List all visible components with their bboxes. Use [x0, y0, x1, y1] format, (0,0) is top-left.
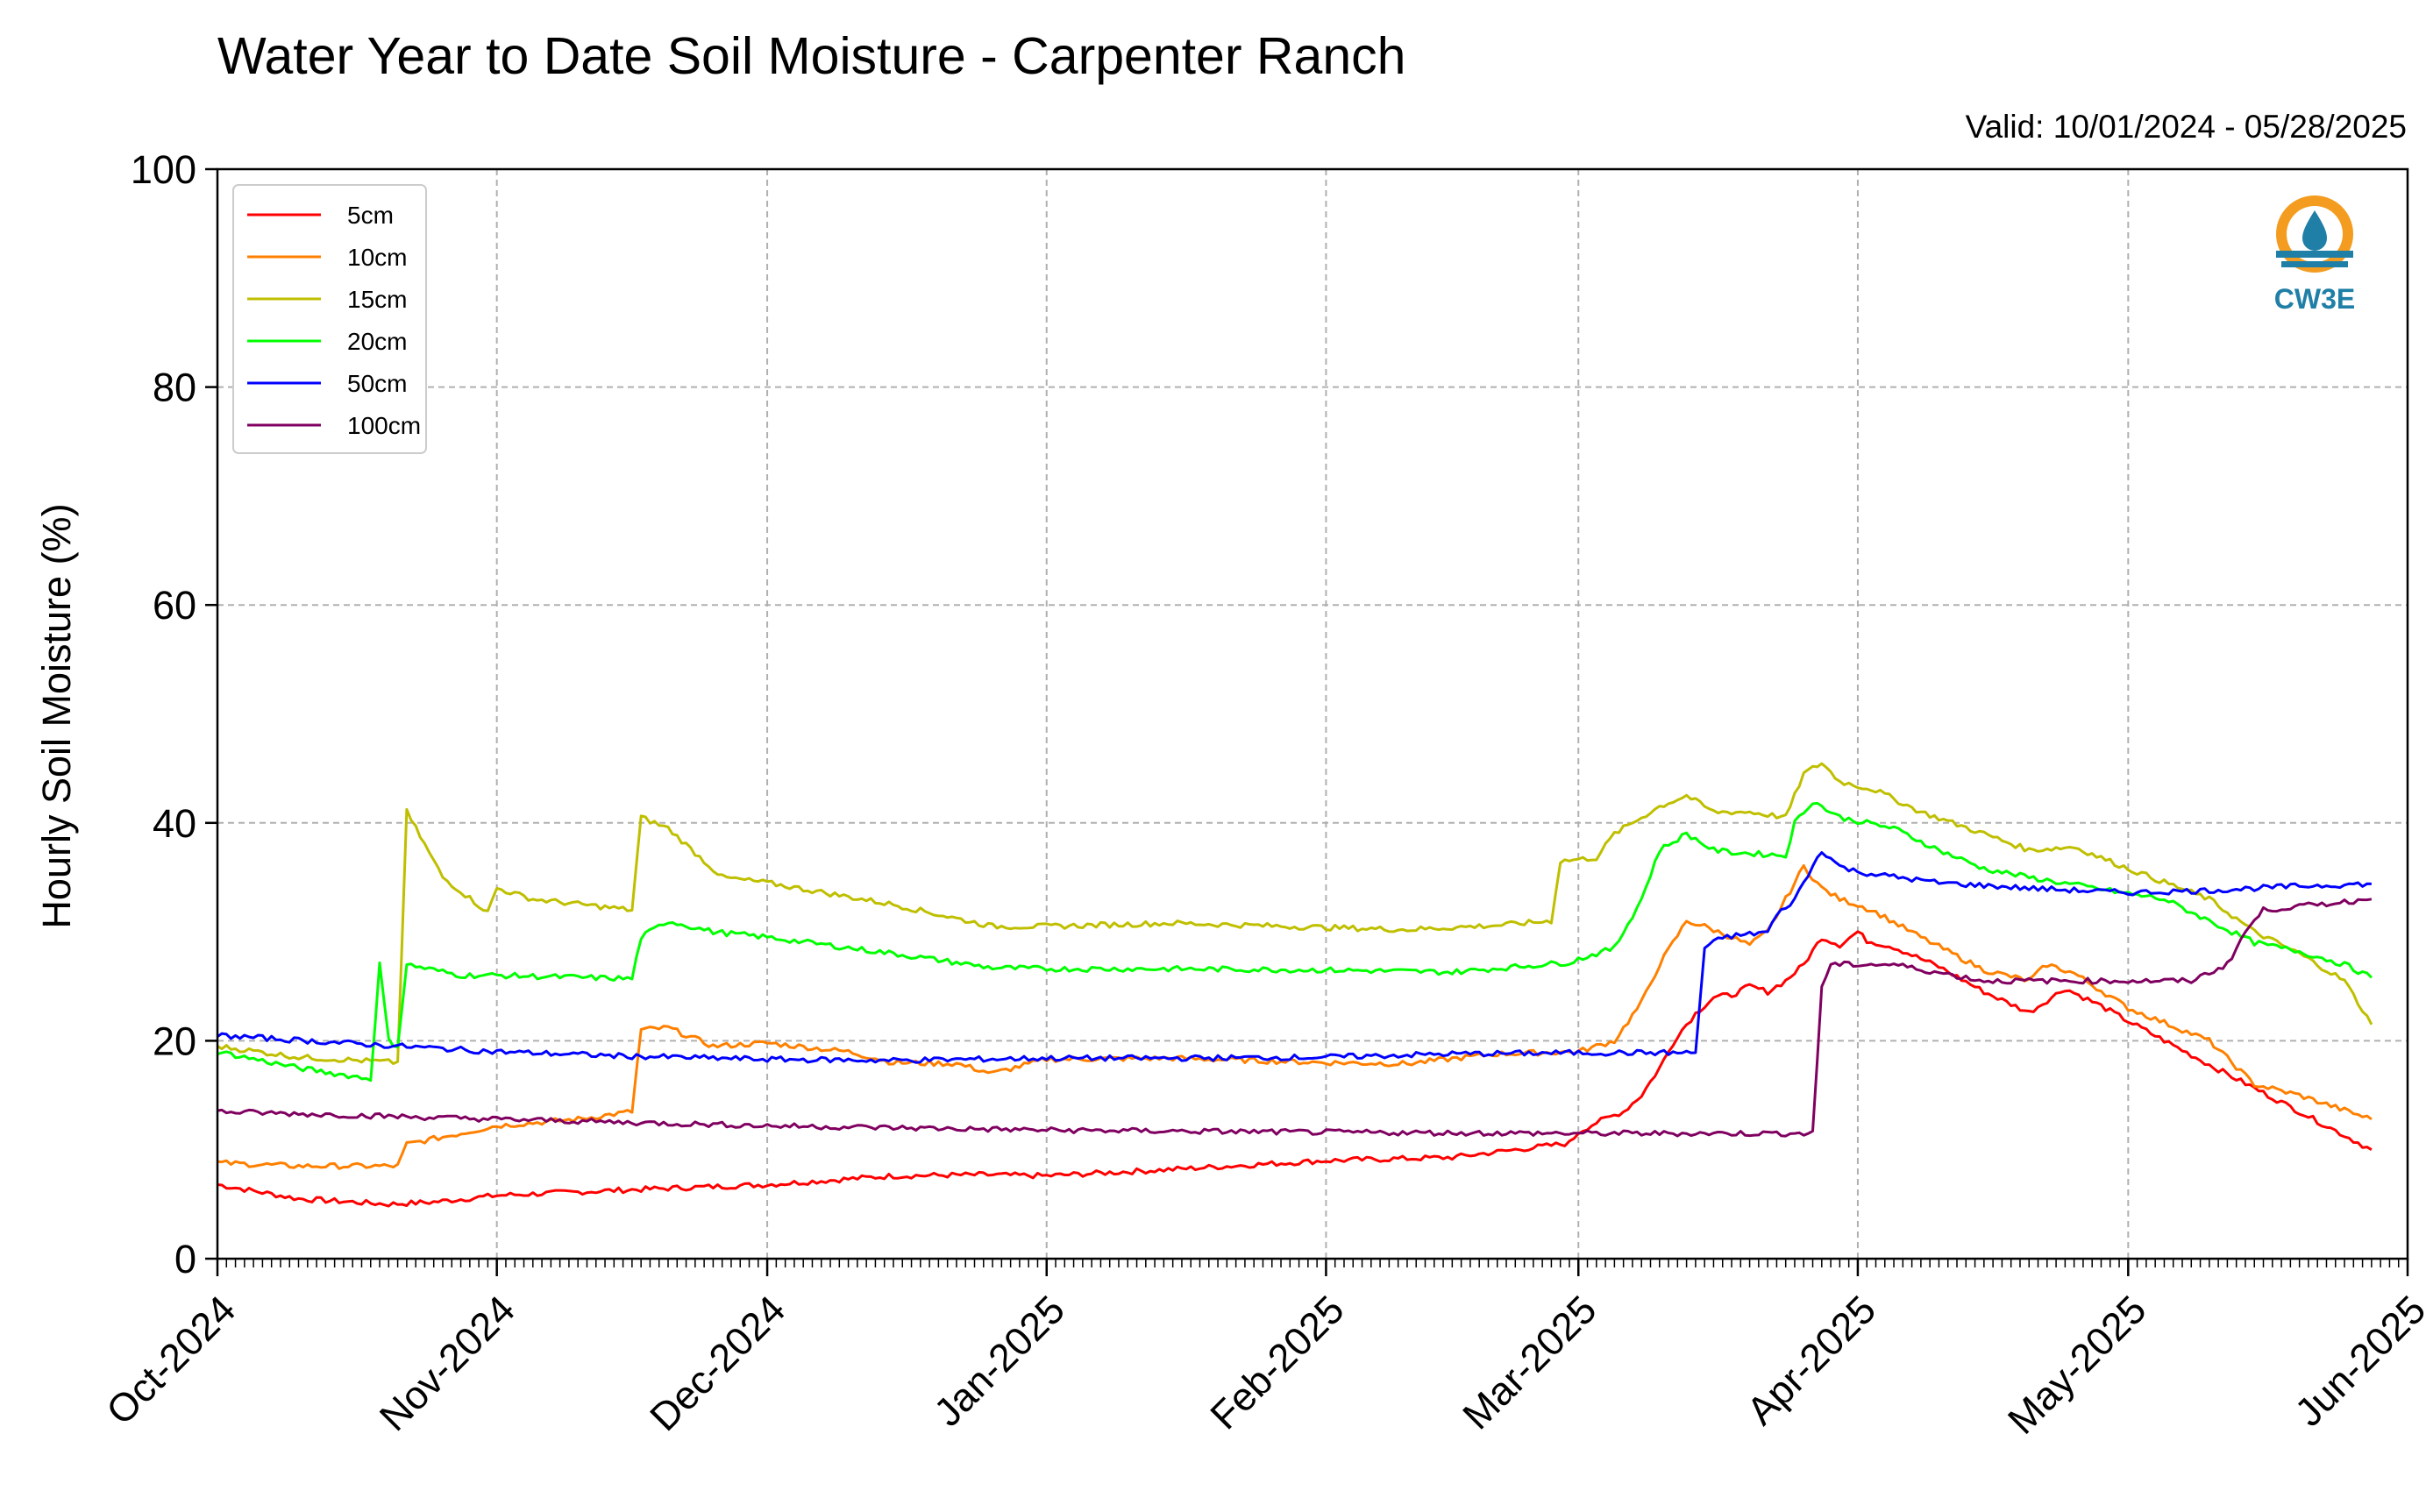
y-tick-label: 0 [174, 1237, 196, 1281]
series-line-50cm [217, 851, 2372, 1064]
y-tick-label: 20 [153, 1019, 196, 1063]
water-drop-icon [2302, 210, 2327, 251]
series-line-5cm [217, 930, 2373, 1208]
x-tick-label: Dec-2024 [641, 1287, 793, 1439]
cw3e-logo: CW3E [2274, 195, 2355, 315]
x-tick-label: Jun-2025 [2287, 1287, 2426, 1435]
logo-text: CW3E [2274, 283, 2355, 315]
legend-box [232, 184, 427, 454]
axes: 0 20 40 60 80 100 Oct-2024 Nov-2024 Dec-2024 Jan-… [97, 147, 2426, 1443]
legend-label: 5cm [347, 202, 394, 229]
series-line-100cm [217, 898, 2373, 1138]
y-tick-label: 100 [131, 147, 196, 192]
plot-frame [216, 167, 2409, 1260]
series-line-10cm [217, 864, 2373, 1170]
series-line-15cm [217, 762, 2373, 1065]
x-tick-label: May-2025 [1999, 1287, 2155, 1443]
x-tick-label: Nov-2024 [371, 1287, 523, 1439]
legend-label: 20cm [347, 328, 407, 355]
valid-date-range: Valid: 10/01/2024 - 05/28/2025 [1965, 109, 2407, 145]
legend-label: 100cm [347, 412, 421, 439]
y-tick-label: 60 [153, 583, 196, 628]
x-tick-label: Mar-2025 [1454, 1287, 1604, 1437]
x-tick-label: Oct-2024 [97, 1287, 244, 1433]
legend-label: 10cm [347, 244, 407, 271]
grid-lines [217, 169, 2408, 1259]
legend: 5cm 10cm 15cm 20cm 50cm 100cm [232, 184, 427, 454]
y-tick-label: 40 [153, 801, 196, 846]
series-lines [217, 762, 2373, 1208]
legend-label: 15cm [347, 286, 407, 313]
x-tick-label: Feb-2025 [1201, 1287, 1352, 1437]
series-line-20cm [217, 801, 2373, 1083]
x-tick-label: Jan-2025 [925, 1287, 1073, 1435]
x-tick-label: Apr-2025 [1738, 1287, 1884, 1433]
legend-label: 50cm [347, 370, 407, 397]
chart-title: Water Year to Date Soil Moisture - Carpe… [217, 27, 1406, 85]
y-tick-label: 80 [153, 366, 196, 410]
